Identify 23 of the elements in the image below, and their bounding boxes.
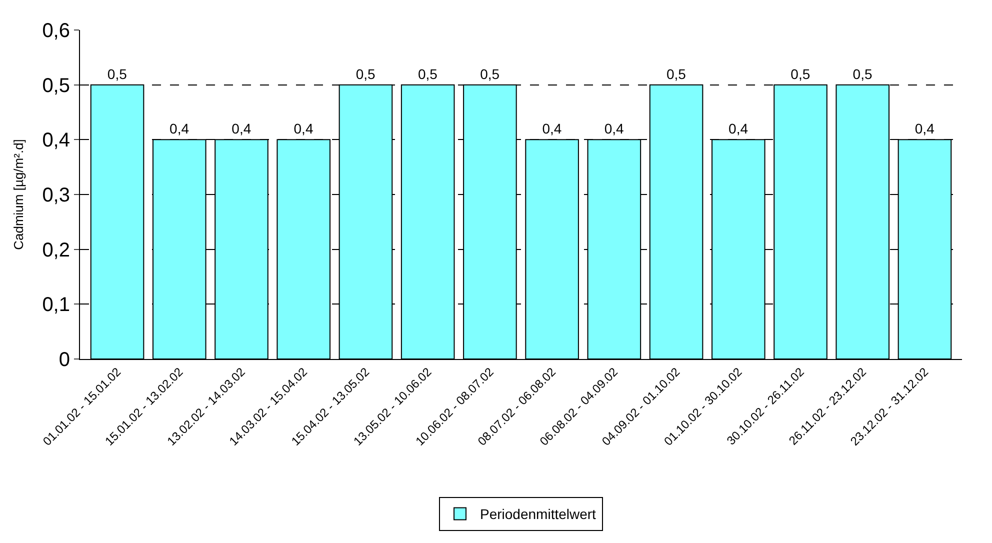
data-label: 0,5 [480,66,500,82]
data-label: 0,4 [170,120,190,137]
data-label: 0,5 [790,66,810,82]
y-tick-label: 0,4 [42,130,70,152]
y-axis-title: Cadmium [µg/m².d] [11,139,26,250]
y-tick-label: 0,1 [42,294,70,316]
data-label: 0,5 [852,66,872,82]
y-tick-label: 0,3 [42,184,70,206]
legend-label: Periodenmittelwert [480,506,596,522]
data-label: 0,4 [294,120,314,137]
data-label: 0,5 [356,66,376,82]
data-label: 0,4 [542,120,562,137]
data-label: 0,5 [418,66,438,82]
data-label: 0,5 [666,66,686,82]
y-tick-label: 0 [58,349,70,371]
y-tick-label: 0,6 [42,20,70,42]
y-tick-label: 0,2 [42,239,70,262]
y-tick-label: 0,5 [42,74,70,97]
data-label: 0,4 [604,120,624,137]
data-label: 0,4 [728,120,748,137]
data-label: 0,5 [107,66,128,82]
data-label: 0,4 [914,120,935,137]
data-label: 0,4 [232,120,252,137]
